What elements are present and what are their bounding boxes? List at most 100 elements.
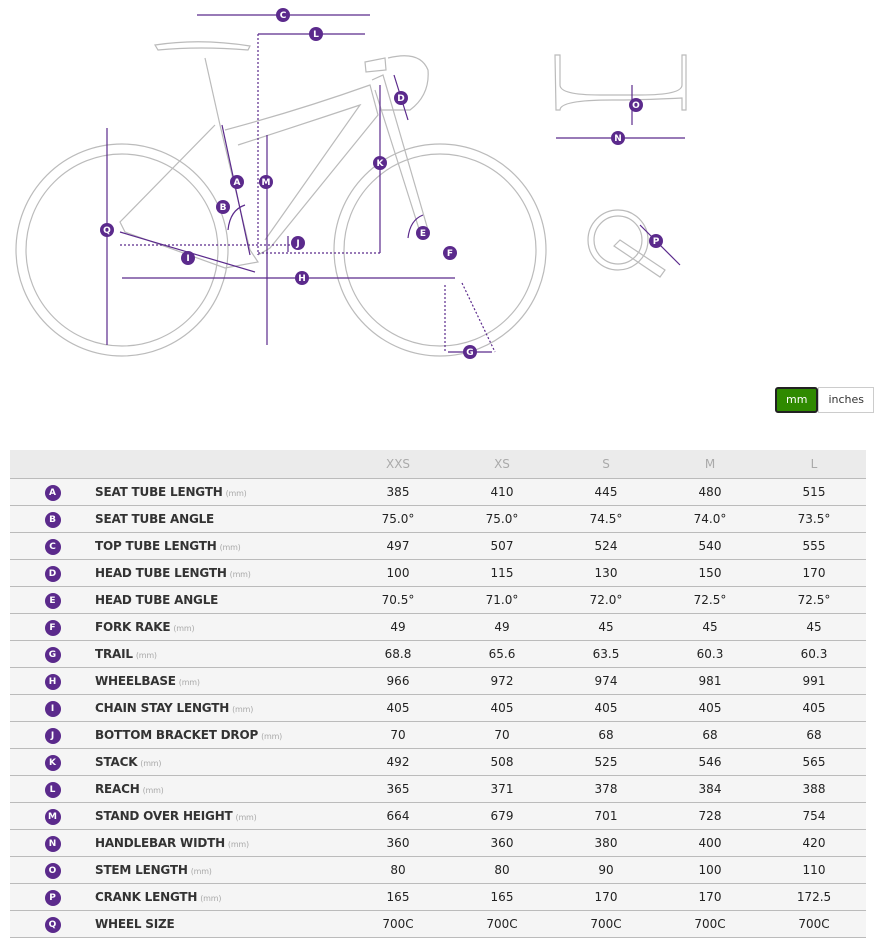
measurement-label: WHEEL SIZE (95, 917, 175, 931)
value-cell: 508 (450, 748, 554, 776)
bike-geometry-diagram: A B C D E F G H I J K L M N O P Q (15, 8, 687, 359)
diagram-label-i: I (181, 251, 195, 265)
value-cell: 365 (346, 775, 450, 803)
measurement-label: STAND OVER HEIGHT (95, 809, 233, 823)
table-row: I CHAIN STAY LENGTH (mm) 405 405 405 405 405 (10, 694, 866, 722)
value-cell: 63.5 (554, 640, 658, 668)
diagram-label-b: B (216, 200, 230, 214)
letter-badge: G (44, 646, 61, 663)
value-cell: 80 (450, 856, 554, 884)
value-cell: 68 (554, 721, 658, 749)
table-row: B SEAT TUBE ANGLE 75.0° 75.0° 74.5° 74.0° 73.… (10, 505, 866, 533)
diagram-label-f: F (443, 246, 457, 260)
value-cell: 405 (658, 694, 762, 722)
measurement-label: SEAT TUBE LENGTH (95, 485, 223, 499)
unit-label: (mm) (232, 705, 254, 714)
value-cell: 664 (346, 802, 450, 830)
diagram-label-d: D (394, 91, 408, 105)
value-cell: 700C (450, 910, 554, 938)
value-cell: 60.3 (762, 640, 866, 668)
letter-badge: P (44, 889, 61, 906)
table-row: N HANDLEBAR WIDTH (mm) 360 360 380 400 420 (10, 829, 866, 857)
value-cell: 405 (346, 694, 450, 722)
measurement-label: HEAD TUBE ANGLE (95, 593, 219, 607)
table-row: G TRAIL (mm) 68.8 65.6 63.5 60.3 60.3 (10, 640, 866, 668)
diagram-label-k: K (373, 156, 387, 170)
value-cell: 65.6 (450, 640, 554, 668)
measurement-label: TRAIL (95, 647, 133, 661)
value-cell: 700C (658, 910, 762, 938)
svg-text:L: L (313, 30, 319, 40)
svg-text:A: A (234, 178, 241, 188)
diagram-label-c: C (276, 8, 290, 22)
value-cell: 170 (658, 883, 762, 911)
table-header: XXS XS S M L (10, 450, 866, 479)
value-cell: 110 (762, 856, 866, 884)
table-row: H WHEELBASE (mm) 966 972 974 981 991 (10, 667, 866, 695)
unit-label: (mm) (219, 543, 241, 552)
size-header-m: M (658, 450, 762, 479)
letter-badge: I (44, 700, 61, 717)
value-cell: 60.3 (658, 640, 762, 668)
value-cell: 405 (762, 694, 866, 722)
measurement-label: BOTTOM BRACKET DROP (95, 728, 259, 742)
value-cell: 981 (658, 667, 762, 695)
diagram-label-m: M (259, 175, 273, 189)
size-header-xs: XS (450, 450, 554, 479)
letter-badge: N (44, 835, 61, 852)
diagram-label-p: P (649, 234, 663, 248)
inches-button[interactable]: inches (818, 387, 874, 413)
value-cell: 70 (450, 721, 554, 749)
unit-label: (mm) (227, 840, 249, 849)
mm-button[interactable]: mm (775, 387, 819, 413)
unit-label: (mm) (261, 732, 283, 741)
value-cell: 546 (658, 748, 762, 776)
value-cell: 405 (450, 694, 554, 722)
svg-text:P: P (653, 237, 660, 247)
value-cell: 445 (554, 478, 658, 506)
value-cell: 497 (346, 532, 450, 560)
value-cell: 73.5° (762, 505, 866, 533)
value-cell: 492 (346, 748, 450, 776)
value-cell: 405 (554, 694, 658, 722)
table-row: O STEM LENGTH (mm) 80 80 90 100 110 (10, 856, 866, 884)
value-cell: 525 (554, 748, 658, 776)
value-cell: 74.0° (658, 505, 762, 533)
unit-label: (mm) (225, 489, 247, 498)
diagram-label-h: H (295, 271, 309, 285)
value-cell: 165 (346, 883, 450, 911)
unit-toggle: mm inches (775, 387, 874, 413)
value-cell: 49 (450, 613, 554, 641)
table-row: E HEAD TUBE ANGLE 70.5° 71.0° 72.0° 72.5° 72.… (10, 586, 866, 614)
letter-badge: O (44, 862, 61, 879)
value-cell: 700C (346, 910, 450, 938)
value-cell: 410 (450, 478, 554, 506)
svg-text:J: J (295, 239, 299, 249)
svg-text:G: G (466, 348, 473, 358)
unit-label: (mm) (178, 678, 200, 687)
diagram-label-j: J (291, 236, 305, 250)
value-cell: 378 (554, 775, 658, 803)
value-cell: 384 (658, 775, 762, 803)
diagram-label-o: O (629, 98, 643, 112)
measurement-label: WHEELBASE (95, 674, 176, 688)
value-cell: 170 (762, 559, 866, 587)
table-row: P CRANK LENGTH (mm) 165 165 170 170 172.5 (10, 883, 866, 911)
letter-badge: C (44, 538, 61, 555)
value-cell: 700C (554, 910, 658, 938)
table-row: F FORK RAKE (mm) 49 49 45 45 45 (10, 613, 866, 641)
diagram-label-q: Q (100, 223, 114, 237)
unit-label: (mm) (190, 867, 212, 876)
svg-text:H: H (298, 274, 306, 284)
unit-label: (mm) (229, 570, 251, 579)
svg-text:E: E (420, 229, 426, 239)
value-cell: 70.5° (346, 586, 450, 614)
svg-text:B: B (220, 203, 227, 213)
svg-text:N: N (614, 134, 622, 144)
letter-badge: E (44, 592, 61, 609)
svg-text:K: K (377, 159, 385, 169)
value-cell: 679 (450, 802, 554, 830)
table-row: C TOP TUBE LENGTH (mm) 497 507 524 540 555 (10, 532, 866, 560)
letter-badge: F (44, 619, 61, 636)
svg-text:F: F (447, 249, 453, 259)
